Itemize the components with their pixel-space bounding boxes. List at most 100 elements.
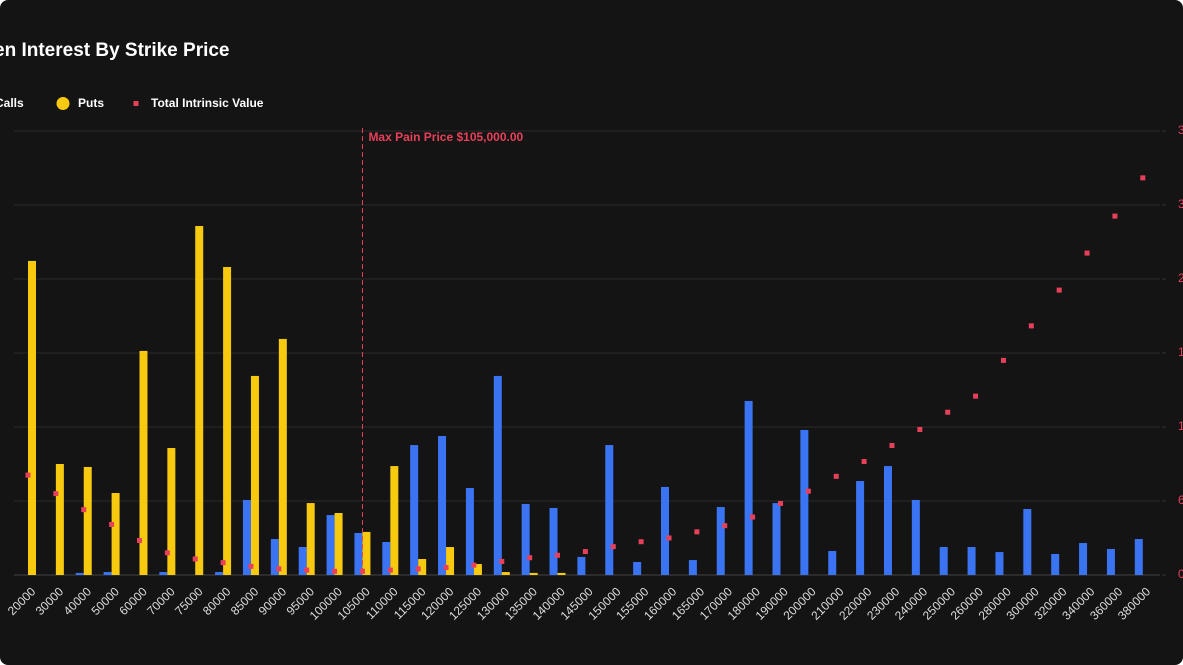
bar xyxy=(1079,543,1088,575)
bar xyxy=(549,507,558,575)
point xyxy=(638,539,644,545)
bar xyxy=(28,260,36,575)
bar xyxy=(410,445,419,575)
point xyxy=(471,562,477,568)
bar xyxy=(242,499,251,575)
bar xyxy=(195,226,204,576)
point xyxy=(25,472,31,478)
point xyxy=(1084,250,1090,256)
point xyxy=(248,563,254,569)
bar xyxy=(215,572,224,575)
point xyxy=(276,566,282,572)
bar xyxy=(501,572,510,575)
bar xyxy=(605,445,614,575)
bar xyxy=(1051,553,1060,575)
point xyxy=(1000,357,1006,363)
point xyxy=(109,521,115,527)
bar xyxy=(1134,539,1143,575)
y2-tick-label: 3 xyxy=(1178,123,1183,137)
bar xyxy=(390,466,399,575)
legend-label: Calls xyxy=(0,96,24,110)
bar xyxy=(529,572,538,575)
bar xyxy=(111,493,120,575)
point xyxy=(582,549,588,555)
bar xyxy=(716,507,725,575)
legend-label: Total Intrinsic Value xyxy=(151,96,264,110)
bar xyxy=(298,547,307,575)
point xyxy=(777,500,783,506)
bar xyxy=(744,400,753,575)
bar xyxy=(939,547,948,575)
point xyxy=(1028,323,1034,329)
bar xyxy=(856,481,865,575)
bar xyxy=(473,564,482,575)
point xyxy=(610,544,616,550)
y2-tick-label: 3 xyxy=(1178,197,1183,211)
legend-marker xyxy=(56,97,70,110)
point xyxy=(1112,213,1118,219)
bar xyxy=(521,503,530,575)
point xyxy=(722,523,728,529)
bar xyxy=(55,464,64,575)
point xyxy=(889,443,895,448)
bar xyxy=(159,572,168,575)
point xyxy=(136,537,142,543)
bar xyxy=(250,375,259,575)
y2-tick-label: 1 xyxy=(1178,345,1183,359)
bar xyxy=(362,531,371,575)
point xyxy=(1140,175,1146,181)
point xyxy=(415,566,421,572)
bar xyxy=(139,350,148,575)
legend-label: Puts xyxy=(78,96,104,110)
y2-tick-label: 0 xyxy=(1178,567,1183,581)
bar xyxy=(167,448,176,575)
point xyxy=(387,567,393,573)
bar xyxy=(577,556,586,575)
bar xyxy=(661,486,670,575)
bar xyxy=(1106,548,1115,575)
bar xyxy=(382,541,391,575)
point xyxy=(694,529,700,535)
point xyxy=(917,426,923,432)
bar xyxy=(354,532,363,575)
point xyxy=(220,560,226,566)
point xyxy=(805,488,811,494)
bar xyxy=(306,503,315,575)
bar xyxy=(967,547,976,575)
point xyxy=(164,550,170,556)
point xyxy=(973,393,979,399)
bar xyxy=(446,547,455,575)
point xyxy=(555,552,561,558)
point xyxy=(53,491,59,497)
bar xyxy=(270,539,279,575)
bar xyxy=(911,499,920,575)
point xyxy=(945,409,951,415)
point xyxy=(1056,287,1062,293)
chart-title: en Interest By Strike Price xyxy=(0,40,230,61)
point xyxy=(304,567,310,573)
point xyxy=(527,555,533,561)
bar xyxy=(103,572,112,575)
bar xyxy=(75,572,84,575)
y2-tick-label: 6 xyxy=(1178,493,1183,507)
bar xyxy=(995,552,1004,575)
point xyxy=(750,514,756,520)
point xyxy=(443,565,449,571)
bar xyxy=(465,487,474,575)
bar xyxy=(828,551,837,575)
bar xyxy=(223,267,232,575)
bar xyxy=(557,572,566,575)
point xyxy=(833,473,839,479)
annotation-label: Max Pain Price $105,000.00 xyxy=(368,130,523,144)
bar xyxy=(83,466,92,575)
point xyxy=(666,535,672,541)
bar xyxy=(493,375,502,575)
bar xyxy=(326,515,335,575)
legend-marker xyxy=(133,101,139,106)
bar xyxy=(438,436,447,575)
bar xyxy=(883,466,892,575)
y2-tick-label: 1 xyxy=(1178,419,1183,433)
point xyxy=(81,507,87,513)
